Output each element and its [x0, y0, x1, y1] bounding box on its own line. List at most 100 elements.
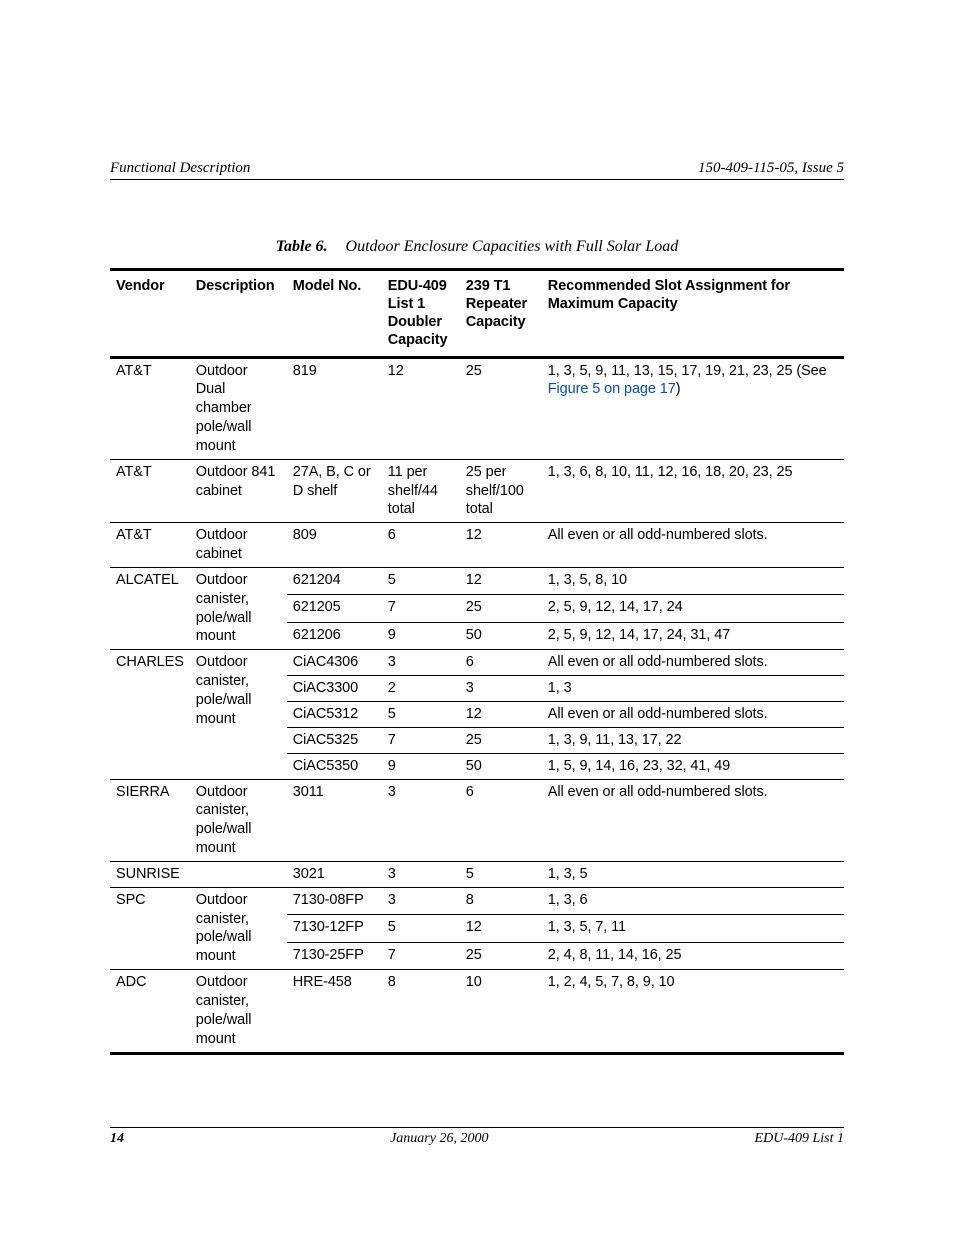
cell-edu: 12	[382, 357, 460, 459]
cell-model: HRE-458	[287, 970, 382, 1053]
cell-model: 621205	[287, 595, 382, 622]
cell-239: 6	[460, 779, 542, 861]
header-right: 150-409-115-05, Issue 5	[698, 160, 844, 177]
table-row: AT&TOutdoor cabinet809612All even or all…	[110, 523, 844, 568]
cell-edu: 7	[382, 727, 460, 753]
table-row: SUNRISE3021351, 3, 5	[110, 861, 844, 887]
cell-recommended: 1, 3, 5, 7, 11	[542, 915, 844, 942]
cell-edu: 5	[382, 915, 460, 942]
cell-model: 3011	[287, 779, 382, 861]
cell-recommended: 1, 5, 9, 14, 16, 23, 32, 41, 49	[542, 753, 844, 779]
cell-239: 12	[460, 567, 542, 594]
cell-239: 12	[460, 702, 542, 728]
cell-239: 6	[460, 650, 542, 676]
figure-link[interactable]: Figure 5 on page 17	[548, 381, 676, 397]
table-row: SPCOutdoor canister, pole/wall mount7130…	[110, 887, 844, 914]
page-footer: 14 January 26, 2000 EDU-409 List 1	[110, 1127, 844, 1147]
cell-edu: 3	[382, 779, 460, 861]
cell-description: Outdoor canister, pole/wall mount	[190, 779, 287, 861]
cell-vendor: SUNRISE	[110, 861, 190, 887]
cell-recommended: 1, 3, 6	[542, 887, 844, 914]
footer-page: 14	[110, 1131, 124, 1147]
cell-description: Outdoor 841 cabinet	[190, 459, 287, 523]
cell-recommended: All even or all odd-numbered slots.	[542, 779, 844, 861]
cell-model: 7130-12FP	[287, 915, 382, 942]
th-239: 239 T1 Repeater Capacity	[460, 270, 542, 358]
cell-recommended: 2, 4, 8, 11, 14, 16, 25	[542, 942, 844, 969]
page-header: Functional Description 150-409-115-05, I…	[110, 160, 844, 180]
cell-vendor: ADC	[110, 970, 190, 1053]
cell-edu: 7	[382, 942, 460, 969]
footer-doc: EDU-409 List 1	[755, 1131, 844, 1147]
cell-239: 8	[460, 887, 542, 914]
cell-description: Outdoor canister, pole/wall mount	[190, 970, 287, 1053]
cell-edu: 6	[382, 523, 460, 568]
cell-vendor: SPC	[110, 887, 190, 969]
cell-239: 10	[460, 970, 542, 1053]
page: Functional Description 150-409-115-05, I…	[0, 0, 954, 1235]
capacities-table: Vendor Description Model No. EDU-409 Lis…	[110, 268, 844, 1055]
cell-vendor: AT&T	[110, 523, 190, 568]
cell-edu: 11 per shelf/44 total	[382, 459, 460, 523]
cell-edu: 8	[382, 970, 460, 1053]
table-row: AT&TOutdoor 841 cabinet27A, B, C or D sh…	[110, 459, 844, 523]
cell-model: 3021	[287, 861, 382, 887]
cell-recommended: All even or all odd-numbered slots.	[542, 702, 844, 728]
cell-vendor: CHARLES	[110, 650, 190, 779]
cell-model: CiAC3300	[287, 676, 382, 702]
cell-edu: 2	[382, 676, 460, 702]
th-model: Model No.	[287, 270, 382, 358]
cell-vendor: AT&T	[110, 459, 190, 523]
cell-recommended: 1, 3, 5, 9, 11, 13, 15, 17, 19, 21, 23, …	[542, 357, 844, 459]
cell-recommended: 1, 3, 5	[542, 861, 844, 887]
cell-239: 25	[460, 727, 542, 753]
cell-recommended: 1, 2, 4, 5, 7, 8, 9, 10	[542, 970, 844, 1053]
header-left: Functional Description	[110, 160, 250, 177]
cell-239: 25	[460, 595, 542, 622]
cell-239: 25	[460, 942, 542, 969]
cell-vendor: ALCATEL	[110, 567, 190, 649]
th-description: Description	[190, 270, 287, 358]
cell-description: Outdoor canister, pole/wall mount	[190, 650, 287, 779]
cell-model: 7130-25FP	[287, 942, 382, 969]
cell-recommended: 2, 5, 9, 12, 14, 17, 24, 31, 47	[542, 622, 844, 649]
cell-model: CiAC5325	[287, 727, 382, 753]
table-row: CHARLESOutdoor canister, pole/wall mount…	[110, 650, 844, 676]
footer-date: January 26, 2000	[390, 1131, 488, 1147]
cell-description	[190, 861, 287, 887]
cell-recommended: All even or all odd-numbered slots.	[542, 523, 844, 568]
cell-edu: 9	[382, 622, 460, 649]
cell-edu: 5	[382, 567, 460, 594]
cell-239: 12	[460, 523, 542, 568]
table-row: ADCOutdoor canister, pole/wall mountHRE-…	[110, 970, 844, 1053]
cell-239: 25 per shelf/100 total	[460, 459, 542, 523]
table-row: AT&TOutdoor Dual chamber pole/wall mount…	[110, 357, 844, 459]
cell-edu: 5	[382, 702, 460, 728]
cell-edu: 3	[382, 887, 460, 914]
cell-recommended: 1, 3, 5, 8, 10	[542, 567, 844, 594]
cell-239: 50	[460, 622, 542, 649]
cell-model: CiAC4306	[287, 650, 382, 676]
cell-description: Outdoor cabinet	[190, 523, 287, 568]
th-edu: EDU-409 List 1 Doubler Capacity	[382, 270, 460, 358]
cell-239: 25	[460, 357, 542, 459]
cell-recommended: All even or all odd-numbered slots.	[542, 650, 844, 676]
cell-model: 809	[287, 523, 382, 568]
cell-model: 27A, B, C or D shelf	[287, 459, 382, 523]
cell-recommended: 1, 3	[542, 676, 844, 702]
cell-model: 621204	[287, 567, 382, 594]
table-row: ALCATELOutdoor canister, pole/wall mount…	[110, 567, 844, 594]
cell-model: 7130-08FP	[287, 887, 382, 914]
table-header-row: Vendor Description Model No. EDU-409 Lis…	[110, 270, 844, 358]
th-vendor: Vendor	[110, 270, 190, 358]
cell-model: 819	[287, 357, 382, 459]
cell-edu: 3	[382, 861, 460, 887]
cell-description: Outdoor canister, pole/wall mount	[190, 887, 287, 969]
cell-description: Outdoor canister, pole/wall mount	[190, 567, 287, 649]
cell-vendor: AT&T	[110, 357, 190, 459]
cell-recommended: 2, 5, 9, 12, 14, 17, 24	[542, 595, 844, 622]
cell-model: 621206	[287, 622, 382, 649]
cell-model: CiAC5350	[287, 753, 382, 779]
cell-239: 50	[460, 753, 542, 779]
cell-model: CiAC5312	[287, 702, 382, 728]
